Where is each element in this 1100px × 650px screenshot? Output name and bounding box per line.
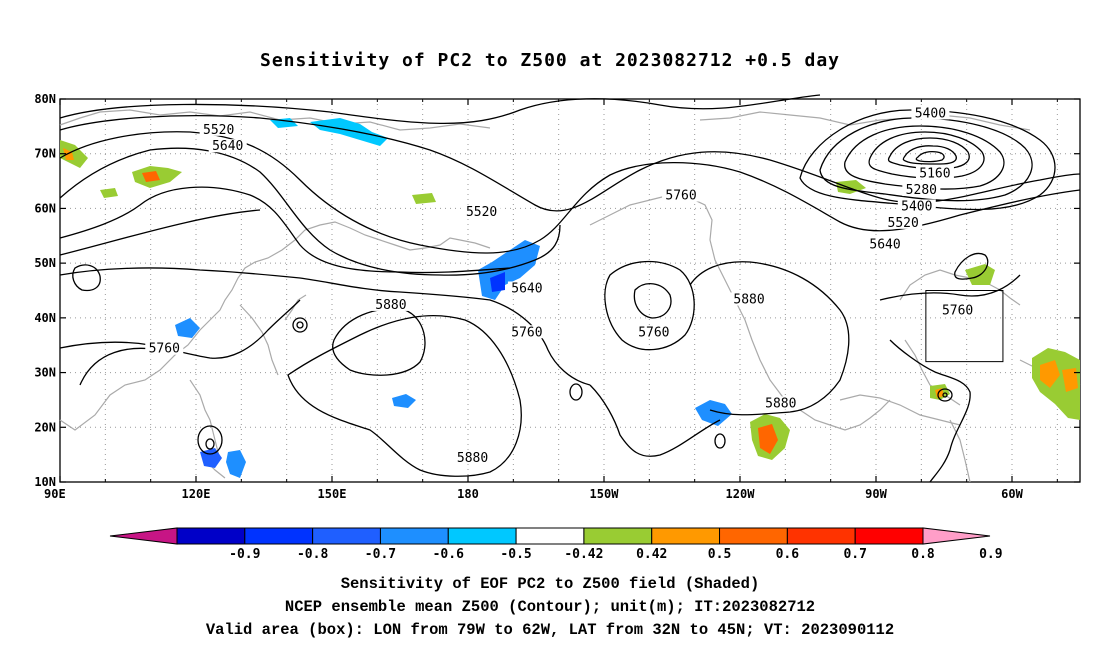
lon-tick-label: 180	[457, 487, 479, 501]
contour-label: 5400	[915, 106, 946, 121]
contour-label: 5760	[638, 325, 669, 340]
colorbar-cell	[176, 527, 246, 545]
caption-line-1: Sensitivity of EOF PC2 to Z500 field (Sh…	[340, 575, 760, 593]
colorbar-cell	[651, 527, 721, 545]
lon-tick-label: 150W	[590, 487, 620, 501]
contour-label-bg	[199, 122, 238, 136]
colorbar-label: -0.5	[500, 547, 531, 562]
contour-label: 5520	[888, 216, 919, 231]
colorbar-cell	[379, 527, 449, 545]
contour-label: 5760	[149, 342, 180, 357]
colorbar-cell	[312, 527, 381, 545]
contour-label: 5760	[942, 303, 973, 318]
contour-label-bg	[938, 303, 977, 317]
contour-label-bg	[761, 396, 800, 410]
contour-label: 5520	[466, 205, 497, 220]
page-title: Sensitivity of PC2 to Z500 at 2023082712…	[259, 50, 840, 71]
contour-label: 5640	[212, 139, 243, 154]
contour-label-bg	[915, 166, 954, 180]
colorbar-label: -0.6	[433, 547, 464, 562]
contour-label-bg	[902, 183, 941, 197]
contour-label: 5880	[733, 292, 764, 307]
colorbar-cell	[719, 527, 788, 545]
colorbar-cell	[109, 527, 178, 545]
colorbar-label: 0.5	[708, 547, 731, 562]
lon-tick-label: 90W	[865, 487, 887, 501]
contour-label: 5880	[375, 298, 406, 313]
colorbar-cell	[515, 527, 585, 545]
latitude-labels: 80N 70N 60N 50N 40N 30N 20N 10N	[34, 92, 1080, 489]
lon-tick-label: 90E	[44, 487, 66, 501]
colorbar: -0.9 -0.8 -0.7 -0.6 -0.5 -0.42 0.42 0.5 0.6 0.7 0.…	[109, 527, 1003, 562]
colorbar-label: -0.9	[229, 547, 260, 562]
colorbar-cell	[922, 527, 991, 545]
colorbar-label: 0.6	[776, 547, 800, 562]
contour-label-bg	[371, 297, 410, 311]
contour-label: 5880	[765, 396, 796, 411]
caption-line-2: NCEP ensemble mean Z500 (Contour); unit(…	[284, 598, 816, 616]
contour-label: 5280	[906, 183, 937, 198]
contour-label: 5760	[665, 188, 696, 203]
longitude-labels: 90E 120E 150E 180 150W 120W 90W 60W	[44, 99, 1058, 501]
contour-label: 5760	[511, 325, 542, 340]
colorbar-label: 0.42	[636, 547, 667, 562]
coastlines	[59, 109, 1081, 483]
lat-tick-label: 10N	[34, 475, 56, 489]
contour-label: 5160	[919, 167, 950, 182]
colorbar-label: -0.42	[564, 547, 603, 562]
contour-label: 5520	[203, 123, 234, 138]
contour-label-bg	[462, 204, 501, 218]
contour-label-bg	[662, 188, 701, 202]
valid-area-box	[925, 290, 1004, 363]
lat-tick-label: 80N	[34, 92, 56, 106]
contour-label: 5880	[457, 451, 488, 466]
z500-contours	[59, 94, 1081, 483]
contour-label-bg	[884, 215, 923, 229]
contour-label-bg	[897, 199, 936, 213]
contour-label-bg	[507, 325, 546, 339]
lat-tick-label: 60N	[34, 201, 56, 215]
lat-tick-label: 40N	[34, 311, 56, 325]
contour-label-bg	[634, 325, 673, 339]
contour-label-bg	[866, 237, 905, 251]
colorbar-cell	[244, 527, 314, 545]
lon-tick-label: 60W	[1001, 487, 1023, 501]
lon-tick-label: 120W	[726, 487, 756, 501]
contour-label-bg	[730, 292, 769, 306]
colorbar-cell	[447, 527, 517, 545]
contour-label-bg	[507, 281, 546, 295]
colorbar-cell	[786, 527, 856, 545]
colorbar-label: 0.8	[911, 547, 935, 562]
caption-line-3: Valid area (box): LON from 79W to 62W, L…	[205, 621, 895, 639]
colorbar-label: 0.9	[979, 547, 1002, 562]
sensitivity-shading	[60, 118, 1080, 478]
contour-label: 5640	[511, 282, 542, 297]
colorbar-label: 0.7	[843, 547, 866, 562]
lat-tick-label: 30N	[34, 366, 56, 380]
contour-label-bg	[911, 106, 950, 120]
lon-tick-label: 150E	[318, 487, 347, 501]
colorbar-cell	[583, 527, 653, 545]
contour-label-bg	[453, 451, 492, 465]
colorbar-label: -0.7	[365, 547, 396, 562]
lon-tick-label: 120E	[182, 487, 211, 501]
contour-label-bg	[145, 341, 184, 355]
lat-tick-label: 50N	[34, 256, 56, 270]
lat-tick-label: 20N	[34, 420, 56, 434]
contour-label: 5400	[901, 199, 932, 214]
colorbar-label: -0.8	[297, 547, 328, 562]
contour-label-bg	[208, 139, 247, 153]
contour-label: 5640	[869, 238, 900, 253]
contour-labels: 5520564055205640588057605760576058805760…	[145, 106, 977, 466]
colorbar-cell	[854, 527, 924, 545]
lat-tick-label: 70N	[34, 147, 56, 161]
